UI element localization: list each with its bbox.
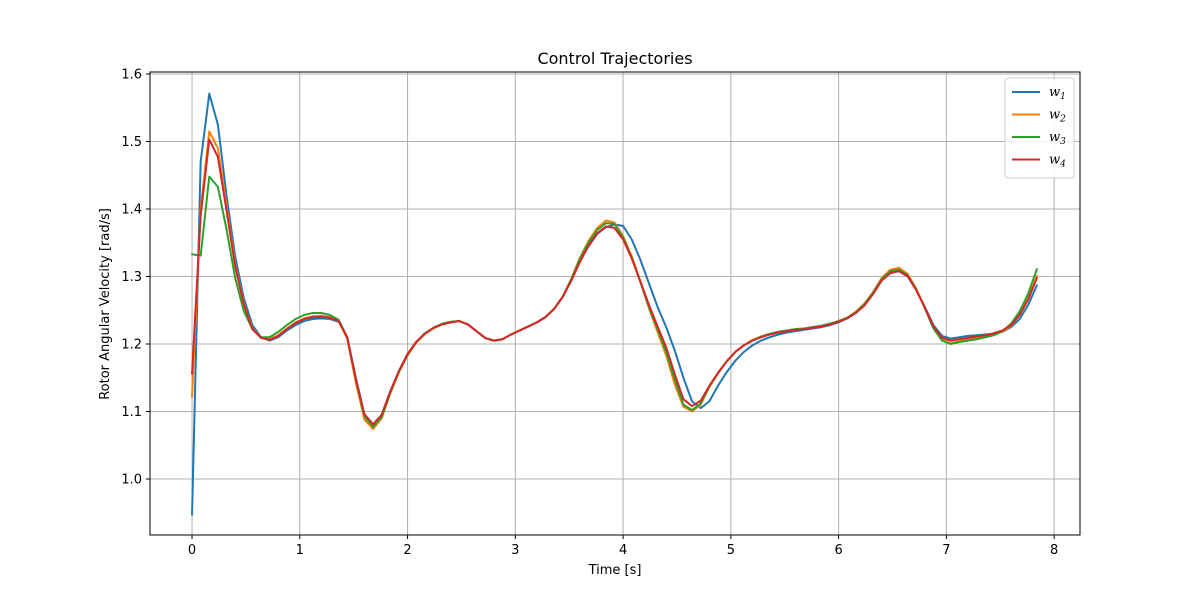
legend-label-w2: w2: [1049, 108, 1066, 125]
y-axis-label: Rotor Angular Velocity [rad/s]: [98, 208, 113, 400]
x-tick-label: 0: [188, 543, 196, 558]
axis-ticks: 0 1 2 3 4 5 6 7 8 1.0 1.1 1.2 1.3 1.4 1.5 1.6: [121, 68, 1058, 558]
x-tick-label: 2: [403, 543, 411, 558]
series-lines: [191, 92, 1038, 516]
legend-box: [1004, 77, 1075, 179]
x-tick-label: 8: [1050, 543, 1058, 558]
legend-label-w3: w3: [1049, 130, 1066, 147]
y-tick-label: 1.5: [121, 135, 142, 150]
y-tick-label: 1.2: [121, 337, 142, 352]
y-tick-label: 1.1: [121, 405, 142, 420]
plot-frame: [149, 71, 1081, 536]
x-tick-label: 1: [296, 543, 304, 558]
legend-label-w4: w4: [1049, 153, 1066, 170]
x-tick-label: 4: [619, 543, 627, 558]
series-line-w4: [191, 138, 1038, 426]
x-tick-label: 6: [834, 543, 842, 558]
y-tick-label: 1.3: [121, 270, 142, 285]
series-line-w3: [191, 175, 1038, 429]
x-tick-label: 5: [727, 543, 735, 558]
x-tick-label: 3: [511, 543, 519, 558]
x-axis-label: Time [s]: [588, 563, 642, 578]
y-tick-label: 1.6: [121, 68, 142, 83]
y-tick-label: 1.0: [121, 472, 142, 487]
legend: w1 w2 w3 w4: [1004, 77, 1075, 179]
y-tick-label: 1.4: [121, 203, 142, 218]
chart-title: Control Trajectories: [537, 49, 692, 68]
legend-label-w1: w1: [1049, 85, 1066, 102]
x-tick-label: 7: [942, 543, 950, 558]
